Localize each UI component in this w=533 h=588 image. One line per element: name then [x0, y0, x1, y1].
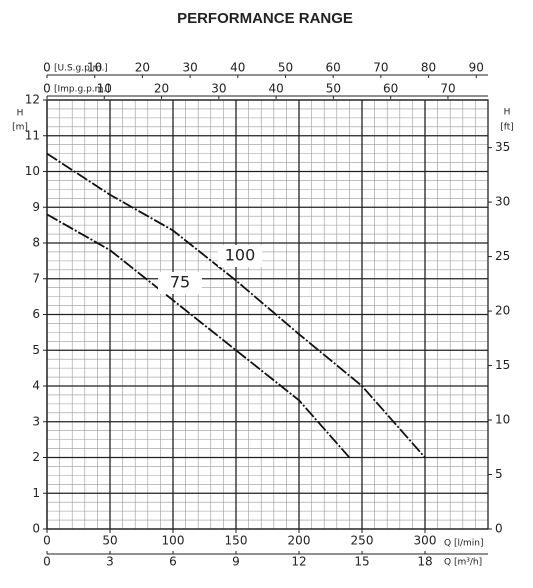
x-tick-label: 150	[225, 534, 248, 548]
axis-label: [m]	[12, 123, 28, 133]
y-tick-label: 10	[25, 164, 40, 178]
x-tick-label: 50	[278, 61, 293, 75]
x-tick-label: 12	[291, 555, 306, 569]
y2-tick-label: 15	[495, 358, 510, 372]
y2-tick-label: 0	[495, 522, 503, 536]
y-tick-label: 12	[25, 93, 40, 107]
chart-title: PERFORMANCE RANGE	[177, 10, 353, 27]
axis-label: Q [m³/h]	[444, 558, 482, 568]
x-tick-label: 6	[169, 555, 177, 569]
x-tick-label: 60	[326, 61, 341, 75]
x-tick-label: 70	[373, 61, 388, 75]
x-tick-label: 30	[182, 61, 197, 75]
curve	[46, 213, 351, 459]
y-tick-label: 3	[32, 414, 40, 428]
x-tick-label: 60	[383, 82, 398, 96]
x-tick-label: 18	[417, 555, 432, 569]
x-tick-label: 0	[43, 82, 51, 96]
label-bg	[218, 245, 262, 267]
y2-tick-label: 35	[495, 140, 510, 154]
axis-label: [ft]	[500, 123, 514, 133]
plot-frame	[46, 99, 489, 530]
label-bg	[158, 272, 202, 294]
y-tick-label: 1	[32, 486, 40, 500]
axis-label: [Imp.g.p.m.]	[54, 85, 110, 95]
x-tick-label: 70	[440, 82, 455, 96]
curve-label: 75	[170, 273, 190, 292]
y-tick-label: 5	[32, 343, 40, 357]
x-tick-label: 50	[326, 82, 341, 96]
y2-tick-label: 10	[495, 413, 510, 427]
x-tick-label: 9	[232, 555, 240, 569]
y-tick-label: 11	[25, 128, 40, 142]
y-tick-label: 8	[32, 236, 40, 250]
y2-tick-label: 30	[495, 195, 510, 209]
y-tick-label: 2	[32, 450, 40, 464]
axis-label: H	[504, 108, 511, 118]
y2-tick-label: 5	[495, 467, 503, 481]
x-tick-label: 250	[351, 534, 374, 548]
axis-label: Q [l/min]	[444, 539, 483, 549]
x-tick-label: 3	[106, 555, 114, 569]
x-tick-label: 30	[211, 82, 226, 96]
x-tick-label: 50	[102, 534, 117, 548]
x-tick-label: 0	[43, 555, 51, 569]
curve	[46, 152, 426, 459]
x-tick-label: 15	[354, 555, 369, 569]
x-tick-label: 200	[288, 534, 311, 548]
x-tick-label: 300	[414, 534, 437, 548]
curve-label: 100	[225, 246, 256, 265]
x-tick-label: 40	[230, 61, 245, 75]
x-tick-label: 10	[87, 61, 102, 75]
axis-label: [U.S.g.p.m.]	[54, 64, 108, 74]
x-tick-label: 100	[162, 534, 185, 548]
y-tick-label: 4	[32, 379, 40, 393]
x-tick-label: 80	[421, 61, 436, 75]
axis-label: H	[17, 109, 24, 119]
y2-tick-label: 25	[495, 249, 510, 263]
x-tick-label: 0	[43, 61, 51, 75]
x-tick-label: 20	[135, 61, 150, 75]
x-tick-label: 40	[268, 82, 283, 96]
x-tick-label: 0	[43, 534, 51, 548]
y-tick-label: 6	[32, 307, 40, 321]
x-tick-label: 10	[97, 82, 112, 96]
y-tick-label: 0	[32, 522, 40, 536]
x-tick-label: 20	[154, 82, 169, 96]
y2-tick-label: 20	[495, 304, 510, 318]
y-tick-label: 9	[32, 200, 40, 214]
y-tick-label: 7	[32, 271, 40, 285]
x-tick-label: 90	[469, 61, 484, 75]
